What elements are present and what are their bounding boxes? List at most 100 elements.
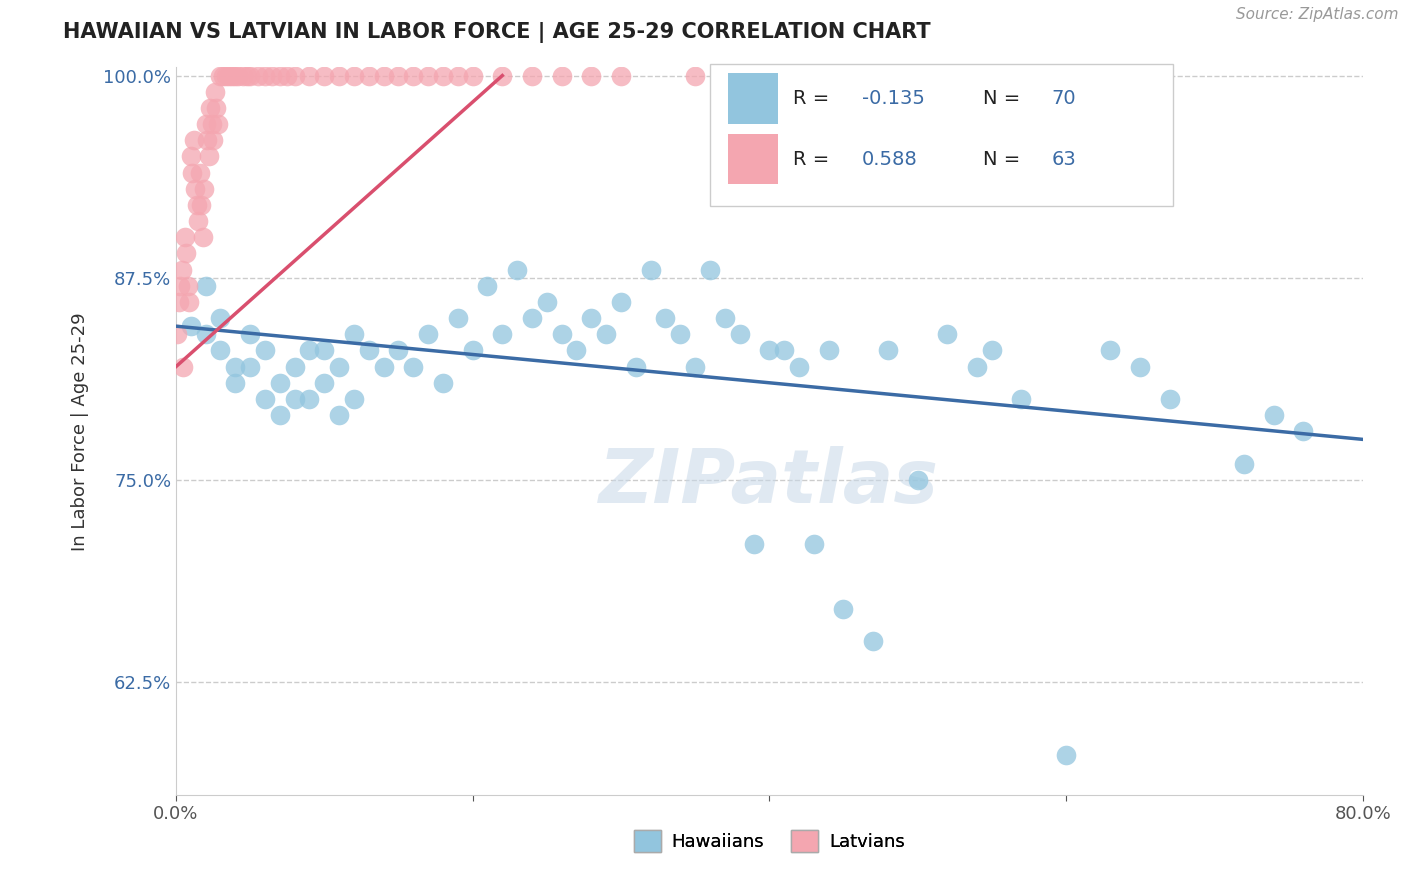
- Point: [343, 69, 366, 83]
- Point: [699, 262, 721, 277]
- Point: [246, 69, 269, 83]
- Point: [218, 69, 240, 83]
- Point: [180, 149, 202, 163]
- Text: HAWAIIAN VS LATVIAN IN LABOR FORCE | AGE 25-29 CORRELATION CHART: HAWAIIAN VS LATVIAN IN LABOR FORCE | AGE…: [63, 22, 931, 44]
- Text: 63: 63: [1052, 150, 1077, 169]
- Point: [357, 69, 380, 83]
- Point: [284, 392, 307, 406]
- Point: [200, 117, 222, 131]
- Point: [170, 262, 193, 277]
- Point: [202, 133, 225, 147]
- Point: [1129, 359, 1152, 374]
- Point: [221, 69, 243, 83]
- Point: [520, 311, 543, 326]
- Point: [907, 473, 929, 487]
- Text: 70: 70: [1052, 88, 1077, 108]
- Point: [239, 359, 262, 374]
- Point: [418, 69, 440, 83]
- Point: [877, 343, 900, 358]
- Text: R =: R =: [793, 88, 835, 108]
- Point: [520, 69, 543, 83]
- Point: [253, 69, 276, 83]
- Point: [610, 69, 633, 83]
- Point: [447, 311, 470, 326]
- Point: [181, 165, 204, 179]
- Point: [194, 327, 217, 342]
- Point: [276, 69, 298, 83]
- Point: [172, 359, 194, 374]
- Point: [166, 327, 188, 342]
- Point: [209, 343, 232, 358]
- Text: ZIPatlas: ZIPatlas: [599, 446, 939, 519]
- Point: [298, 392, 321, 406]
- Text: Source: ZipAtlas.com: Source: ZipAtlas.com: [1236, 7, 1399, 22]
- Point: [640, 262, 662, 277]
- Point: [174, 230, 197, 244]
- Point: [328, 408, 350, 422]
- Text: R =: R =: [793, 150, 835, 169]
- Point: [536, 294, 558, 309]
- Point: [862, 634, 884, 648]
- Point: [936, 327, 959, 342]
- Point: [803, 537, 825, 551]
- Point: [269, 69, 291, 83]
- Point: [226, 69, 249, 83]
- Point: [432, 376, 454, 390]
- Point: [610, 294, 633, 309]
- Point: [477, 278, 499, 293]
- Point: [193, 182, 215, 196]
- Point: [565, 343, 588, 358]
- Point: [787, 359, 810, 374]
- Point: [550, 69, 572, 83]
- Point: [1099, 343, 1122, 358]
- Point: [402, 359, 425, 374]
- Point: [184, 182, 207, 196]
- Y-axis label: In Labor Force | Age 25-29: In Labor Force | Age 25-29: [72, 312, 89, 550]
- Point: [1159, 392, 1181, 406]
- Point: [180, 319, 202, 334]
- Point: [177, 278, 200, 293]
- Point: [328, 69, 350, 83]
- Point: [314, 69, 336, 83]
- Point: [314, 376, 336, 390]
- Point: [461, 343, 484, 358]
- Point: [188, 165, 211, 179]
- Point: [298, 343, 321, 358]
- Point: [624, 359, 647, 374]
- Point: [239, 69, 262, 83]
- Point: [209, 311, 232, 326]
- Point: [343, 327, 366, 342]
- Point: [966, 359, 988, 374]
- Point: [1054, 747, 1077, 762]
- FancyBboxPatch shape: [710, 64, 1173, 206]
- FancyBboxPatch shape: [728, 73, 778, 123]
- Text: -0.135: -0.135: [862, 88, 925, 108]
- Point: [447, 69, 470, 83]
- Point: [224, 69, 246, 83]
- Point: [817, 343, 839, 358]
- Point: [773, 343, 796, 358]
- Legend: Hawaiians, Latvians: Hawaiians, Latvians: [627, 822, 912, 859]
- FancyBboxPatch shape: [728, 134, 778, 184]
- Point: [253, 392, 276, 406]
- Point: [224, 359, 246, 374]
- Point: [373, 69, 395, 83]
- Point: [194, 278, 217, 293]
- Point: [186, 198, 208, 212]
- Point: [169, 278, 191, 293]
- Point: [190, 198, 212, 212]
- Point: [209, 69, 232, 83]
- Point: [1233, 457, 1256, 471]
- Point: [183, 133, 205, 147]
- Point: [232, 69, 254, 83]
- Point: [387, 69, 409, 83]
- Point: [198, 101, 221, 115]
- Point: [194, 117, 217, 131]
- Point: [683, 359, 706, 374]
- Point: [314, 343, 336, 358]
- Point: [328, 359, 350, 374]
- Point: [387, 343, 409, 358]
- Point: [224, 376, 246, 390]
- Point: [491, 327, 513, 342]
- Point: [269, 408, 291, 422]
